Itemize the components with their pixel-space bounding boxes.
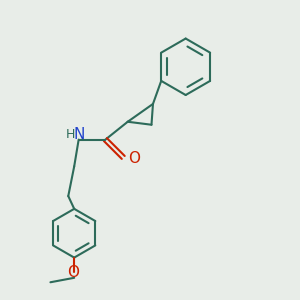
Text: O: O xyxy=(67,265,79,280)
Text: N: N xyxy=(74,127,85,142)
Text: O: O xyxy=(129,151,141,166)
Text: H: H xyxy=(66,128,75,141)
